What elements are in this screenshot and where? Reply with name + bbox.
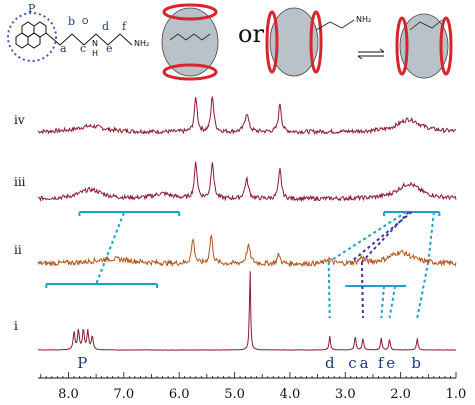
cd-barrel-a: [161, 7, 219, 77]
pyrene-hexagon-4: [27, 32, 41, 49]
connector-f-i: [380, 285, 386, 319]
chain-letter-e: e: [106, 42, 113, 55]
guest-chain-c: [409, 19, 443, 31]
x-tick-label: 1.0: [446, 387, 467, 402]
cd-rim-top-a: [162, 3, 218, 21]
chain-letter-b: b: [68, 15, 75, 28]
peak-label-c: c: [348, 354, 356, 372]
x-axis: 8.0 7.0 6.0 5.0 4.0 3.0 2.0 1.0: [38, 372, 466, 402]
connector-c-ii: [350, 211, 413, 263]
guest-chain-b: [315, 19, 355, 31]
chain-letter-c: c: [80, 42, 86, 55]
connector-e-i: [388, 285, 397, 319]
pyrene-ring-outline: [7, 12, 57, 62]
pyrene-hexagon-3: [15, 32, 29, 49]
spectrum-label-ii: ii: [14, 243, 22, 257]
cd-rim-right-b: [309, 10, 323, 74]
pyrene-structure: P a b c d e f O N H NH₂: [7, 2, 149, 62]
peak-label-P: P: [77, 354, 87, 372]
x-tick-label: 5.0: [224, 387, 245, 402]
terminal-amine: NH₂: [134, 39, 149, 48]
peak-label-f: f: [378, 354, 385, 372]
cd-barrel-b: [269, 7, 319, 77]
peak-label-e: e: [386, 354, 395, 372]
connector-b-ii: [427, 211, 435, 263]
cd-rim-right-c: [439, 16, 453, 76]
cd-barrel-c: [399, 13, 449, 79]
spectrum-label-i: i: [14, 319, 18, 333]
reverse-arrowhead: [357, 55, 363, 60]
spectrum-trace-iv: [37, 96, 457, 136]
x-tick-label: 7.0: [113, 387, 134, 402]
cd-rim-bottom-a: [162, 63, 218, 81]
equilibrium-arrows: [357, 48, 385, 60]
amide-hydrogen: H: [92, 49, 98, 58]
spectrum-label-iii: iii: [14, 175, 26, 189]
chain-letter-f: f: [122, 20, 127, 33]
x-tick-label: 8.0: [58, 387, 79, 402]
cyclodextrin-inclusion-c: [395, 13, 453, 79]
or-text: or: [238, 20, 264, 48]
cyclodextrin-inclusion-a: [161, 3, 219, 81]
spectrum-label-iv: iv: [14, 113, 25, 127]
chain-letter-d: d: [102, 20, 109, 33]
forward-arrowhead: [379, 48, 385, 53]
peak-label-a: a: [360, 354, 369, 372]
alkyl-chain: [45, 32, 133, 46]
carbonyl-oxygen: O: [82, 17, 88, 26]
cd-rim-left-c: [395, 16, 409, 76]
aromatic-connector: [95, 212, 125, 285]
peak-label-d: d: [325, 354, 335, 372]
cd-rim-left-b: [265, 10, 279, 74]
pyrene-label: P: [28, 2, 36, 15]
amide-nitrogen: N: [92, 39, 98, 48]
connector-d-i: [327, 261, 331, 319]
spectra-traces: [37, 96, 457, 351]
header-graphics: P a b c d e f O N H NH₂ or: [7, 2, 453, 81]
x-tick-label: 2.0: [390, 387, 411, 402]
cyclodextrin-inclusion-b: NH₂: [265, 7, 371, 77]
connector-a-i: [360, 261, 364, 319]
x-tick-label: 4.0: [280, 387, 301, 402]
connector-b-i: [416, 261, 430, 319]
peak-connectors: [45, 211, 441, 319]
chain-letter-a: a: [60, 42, 67, 55]
spectrum-trace-ii: [37, 234, 457, 268]
peak-label-b: b: [411, 354, 421, 372]
spectrum-trace-i: [37, 271, 457, 351]
amine-label-b: NH₂: [356, 15, 371, 24]
spectrum-trace-iii: [37, 161, 457, 203]
x-tick-label: 6.0: [169, 387, 190, 402]
x-tick-label: 3.0: [335, 387, 356, 402]
guest-chain-a: [169, 33, 211, 41]
